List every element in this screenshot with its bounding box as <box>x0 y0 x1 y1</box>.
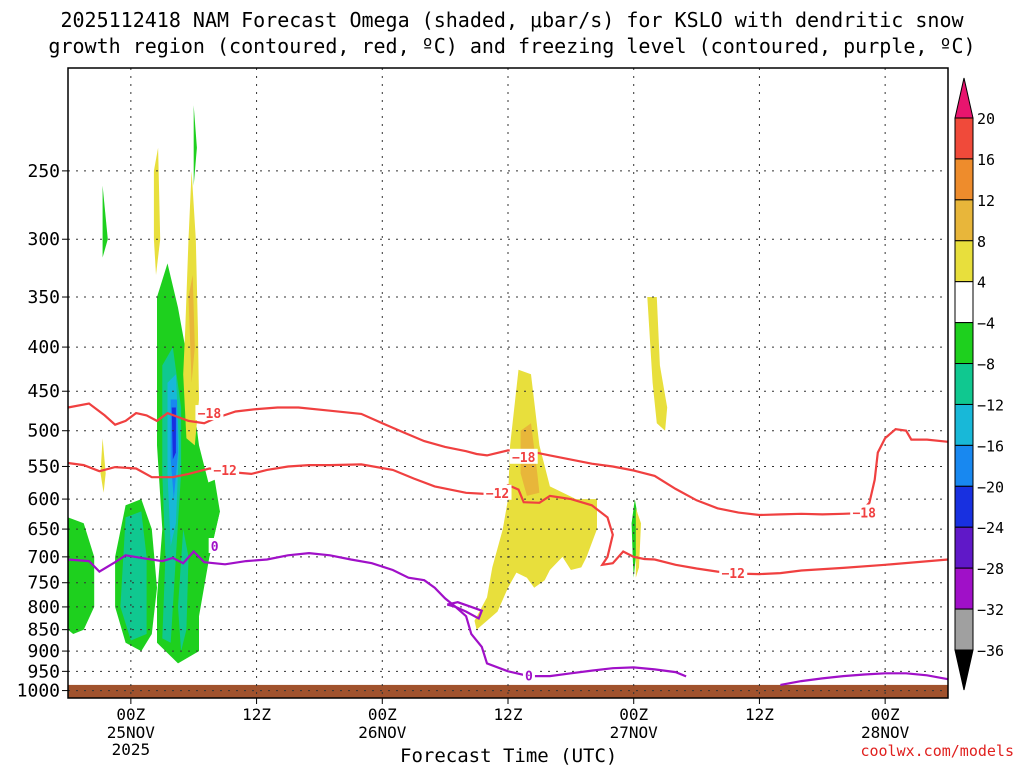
omega-shade-4-3 <box>474 369 597 630</box>
colorbar-label-11: −28 <box>977 560 1004 578</box>
omega-shading <box>68 105 668 664</box>
colorbar-label-5: −4 <box>977 315 995 333</box>
y-tick-label-950: 950 <box>27 661 60 682</box>
colorbar-box-4 <box>954 281 974 324</box>
chart-title-line-1: 2025112418 NAM Forecast Omega (shaded, μ… <box>60 8 964 32</box>
colorbar-label-6: −8 <box>977 356 995 374</box>
colorbar-box-7 <box>954 403 974 446</box>
credit-text: coolwx.com/models <box>860 742 1014 760</box>
contour-label--18-0: −18 <box>198 407 222 422</box>
omega-shade--4-0 <box>68 517 95 634</box>
contour-0b <box>780 672 949 686</box>
colorbar-box-2 <box>954 199 974 242</box>
y-tick-label-800: 800 <box>27 597 60 618</box>
x-tick-label-72-1: 27NOV <box>610 723 659 742</box>
chart-title-line-2: growth region (contoured, red, ºC) and f… <box>48 34 976 58</box>
contour-label-bg--12-0 <box>211 461 240 477</box>
contour-label-bg--12-2 <box>719 565 748 581</box>
colorbar-box-1 <box>954 158 974 201</box>
x-tick-label-48-1: 26NOV <box>358 723 407 742</box>
y-tick-label-650: 650 <box>27 519 60 540</box>
y-tick-label-750: 750 <box>27 573 60 594</box>
contours: −18 −18 −18 −12 −12 −12 0 0 <box>67 402 949 686</box>
omega-shade--4-5 <box>199 479 220 573</box>
colorbar-box-11 <box>954 567 974 610</box>
contour-label--12-0: −12 <box>213 464 236 479</box>
colorbar-label-2: 12 <box>977 192 995 210</box>
omega-shade--4-4 <box>193 105 197 186</box>
contour-0c <box>446 601 484 621</box>
colorbar-bottom-triangle <box>954 649 974 691</box>
omega-shade-8b-0 <box>188 275 195 383</box>
x-tick-label-48-0: 00Z <box>368 705 397 724</box>
colorbar-label-10: −24 <box>977 519 1004 537</box>
contour-label-bg--18-2 <box>850 504 879 520</box>
colorbar-box-6 <box>954 363 974 405</box>
omega-shade--4-3 <box>102 185 108 258</box>
contour--12 <box>67 461 949 576</box>
contour-label-bg--18-1 <box>509 448 538 464</box>
contour-0 <box>67 549 687 678</box>
y-tick-label-400: 400 <box>27 337 60 358</box>
contour-label-bg-0-0 <box>208 537 221 553</box>
y-tick-label-350: 350 <box>27 287 60 308</box>
omega-shade--8-0 <box>120 511 147 641</box>
contour-label--12-2: −12 <box>721 567 744 582</box>
omega-shade-4-4 <box>647 297 668 431</box>
y-tick-label-600: 600 <box>27 489 60 510</box>
x-tick-label-72-0: 00Z <box>619 705 648 724</box>
x-tick-label-60-0: 12Z <box>494 705 523 724</box>
contour-label--12-1: −12 <box>486 487 509 502</box>
y-tick-label-1000: 1000 <box>17 681 60 702</box>
contour-label-0-0: 0 <box>211 540 219 555</box>
colorbar-box-0 <box>954 117 974 160</box>
colorbar-label-7: −12 <box>977 396 1004 414</box>
colorbar-box-3 <box>954 240 974 283</box>
x-tick-label-36-0: 12Z <box>242 705 271 724</box>
omega-shade--20-0 <box>171 407 176 460</box>
contour-label-bg-0-1 <box>522 667 535 683</box>
contour-label-bg--12-1 <box>483 484 512 500</box>
x-tick-label-24-0: 00Z <box>116 705 145 724</box>
y-tick-label-900: 900 <box>27 641 60 662</box>
colorbar-box-12 <box>954 608 974 651</box>
x-tick-label-96-1: 28NOV <box>861 723 910 742</box>
y-tick-label-700: 700 <box>27 547 60 568</box>
contour-label--18-1: −18 <box>512 451 536 466</box>
x-axis-label: Forecast Time (UTC) <box>400 745 618 767</box>
colorbar-label-12: −32 <box>977 601 1004 619</box>
y-tick-label-850: 850 <box>27 620 60 641</box>
y-tick-label-450: 450 <box>27 381 60 402</box>
colorbar-box-8 <box>954 444 974 487</box>
x-tick-label-84-0: 12Z <box>745 705 774 724</box>
x-tick-label-96-0: 00Z <box>871 705 900 724</box>
colorbar-box-10 <box>954 526 974 569</box>
ground-band <box>68 684 948 698</box>
omega-shade-4-2 <box>100 438 106 493</box>
x-tick-label-24-1: 25NOV <box>107 723 156 742</box>
colorbar-label-1: 16 <box>977 151 995 169</box>
colorbar-box-5 <box>954 322 974 365</box>
colorbar-label-4: 4 <box>977 274 986 292</box>
colorbar-label-9: −20 <box>977 478 1004 496</box>
y-tick-label-500: 500 <box>27 421 60 442</box>
omega-shade-4-0 <box>153 147 161 275</box>
y-tick-label-550: 550 <box>27 456 60 477</box>
omega-shade-4-5 <box>635 508 641 578</box>
colorbar-label-13: −36 <box>977 642 1004 660</box>
colorbar-top-triangle <box>954 77 974 119</box>
contour-label-0-1: 0 <box>525 669 533 684</box>
contour-label--18-2: −18 <box>852 507 876 522</box>
colorbar-label-3: 8 <box>977 233 986 251</box>
colorbar-box-9 <box>954 485 974 528</box>
colorbar-label-8: −16 <box>977 437 1004 455</box>
y-tick-label-300: 300 <box>27 229 60 250</box>
colorbar-label-0: 20 <box>977 110 995 128</box>
y-tick-label-250: 250 <box>27 161 60 182</box>
contour-label-bg--18-0 <box>195 405 224 421</box>
x-tick-label-24-2: 2025 <box>112 740 151 759</box>
colorbar: 20 16 12 8 4 −4 −8 −12 −16 −20 −24 −28 −32 −36 <box>954 77 1004 691</box>
